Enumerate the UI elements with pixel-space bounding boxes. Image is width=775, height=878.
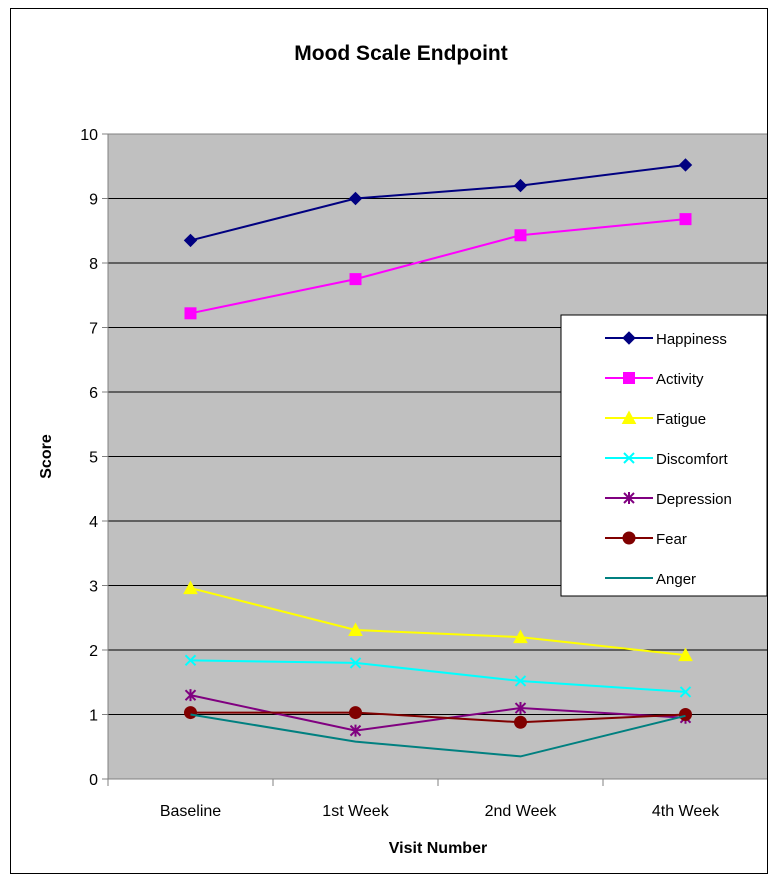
legend-item-fatigue: Fatigue: [605, 410, 706, 428]
legend-label: Fear: [656, 531, 687, 548]
data-point-discomfort: [679, 686, 692, 698]
y-tick-label: 7: [89, 321, 98, 338]
x-tick-label: Baseline: [160, 803, 221, 820]
data-point-fatigue: [183, 580, 198, 595]
legend-box: [560, 314, 767, 597]
y-tick-label: 8: [89, 256, 98, 273]
legend-item-happiness: Happiness: [605, 331, 727, 348]
legend-item-activity: Activity: [605, 371, 704, 388]
series-line-anger: [190, 713, 686, 758]
chart-title: Mood Scale Endpoint: [294, 42, 508, 65]
legend-label: Fatigue: [656, 411, 706, 428]
data-point-happiness: [348, 191, 363, 206]
y-tick-label: 1: [89, 708, 98, 725]
series-fatigue: [183, 580, 693, 662]
data-point-depression: [184, 689, 197, 702]
data-point-happiness: [183, 233, 198, 248]
legend-item-depression: Depression: [605, 491, 732, 508]
data-point-depression: [514, 702, 527, 715]
x-axis-title: Visit Number: [389, 840, 487, 857]
legend-item-anger: Anger: [605, 571, 696, 588]
data-point-fatigue: [678, 647, 693, 662]
data-point-discomfort: [184, 654, 197, 667]
y-axis-title: Score: [38, 434, 55, 479]
y-tick-label: 4: [89, 514, 98, 531]
legend-label: Happiness: [656, 331, 727, 348]
legend: Happiness Activity Fatigue Discomfort Depres…: [560, 314, 767, 597]
series-line-activity: [190, 218, 686, 315]
data-point-fatigue: [348, 622, 363, 637]
series-layer: [183, 158, 693, 758]
y-tick-label: 10: [80, 127, 98, 144]
data-point-activity: [184, 307, 197, 320]
series-anger: [190, 713, 686, 758]
chart-frame: 0 1 2 3 4 5 6 7 8 9 10 Baseline 1st Week 2nd Week 4th …: [10, 8, 768, 874]
data-point-fear: [679, 708, 692, 721]
series-happiness: [183, 158, 693, 248]
legend-marker: [622, 331, 636, 345]
legend-marker: [623, 372, 635, 384]
line-chart: 0 1 2 3 4 5 6 7 8 9 10 Baseline 1st Week 2nd Week 4th …: [38, 42, 767, 857]
x-tick-label: 4th Week: [652, 803, 720, 820]
x-tick-label: 2nd Week: [485, 803, 558, 820]
y-tick-label: 2: [89, 643, 98, 660]
legend-label: Anger: [656, 571, 696, 588]
legend-marker: [621, 410, 637, 424]
series-line-fear: [190, 711, 686, 724]
x-tick-label: 1st Week: [322, 803, 389, 820]
legend-marker: [623, 492, 635, 504]
y-tick-label: 6: [89, 385, 98, 402]
y-tick-label: 5: [89, 450, 98, 467]
data-point-happiness: [678, 158, 693, 172]
series-discomfort: [184, 654, 692, 698]
data-point-activity: [349, 273, 362, 286]
y-tick-label: 0: [89, 772, 98, 789]
legend-item-discomfort: Discomfort: [605, 451, 729, 468]
data-point-fear: [514, 715, 527, 729]
legend-label: Depression: [656, 491, 732, 508]
legend-marker: [622, 531, 636, 545]
data-point-discomfort: [514, 675, 527, 687]
data-point-activity: [514, 229, 527, 242]
series-line-fatigue: [190, 587, 686, 657]
data-point-discomfort: [349, 657, 362, 669]
legend-label: Discomfort: [656, 451, 729, 468]
data-point-happiness: [513, 178, 528, 193]
series-activity: [184, 213, 692, 320]
data-point-fear: [184, 706, 197, 720]
y-tick-label: 3: [89, 579, 98, 596]
legend-label: Activity: [656, 371, 704, 388]
y-tick-label: 9: [89, 192, 98, 209]
data-point-fatigue: [513, 629, 528, 644]
legend-item-fear: Fear: [605, 531, 687, 548]
data-point-depression: [349, 724, 362, 737]
series-line-discomfort: [190, 659, 686, 693]
legend-marker: [623, 452, 635, 464]
data-point-activity: [679, 213, 692, 226]
data-point-fear: [349, 706, 362, 720]
axes: 0 1 2 3 4 5 6 7 8 9 10 Baseline 1st Week 2nd Week 4th …: [80, 127, 767, 820]
series-line-happiness: [190, 163, 686, 242]
